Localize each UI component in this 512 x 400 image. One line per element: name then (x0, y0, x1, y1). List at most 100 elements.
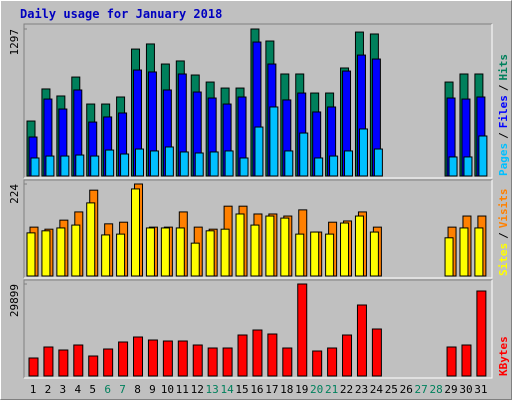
bar (56, 227, 66, 277)
bar (342, 334, 353, 377)
bar (269, 106, 279, 177)
bar (371, 328, 382, 377)
bar (41, 230, 51, 277)
bar (356, 304, 367, 377)
bar (254, 126, 264, 177)
bar (58, 349, 69, 377)
bar (205, 230, 215, 277)
x-tick-label: 6 (104, 383, 111, 396)
bar (147, 339, 158, 377)
x-tick-label: 20 (310, 383, 323, 396)
bar (131, 188, 141, 277)
bar (120, 153, 130, 177)
x-tick-label: 19 (295, 383, 308, 396)
bar (175, 227, 185, 277)
bar (164, 146, 174, 177)
legend-entry: Sites (497, 243, 510, 276)
bar (448, 156, 458, 177)
panel-frame (23, 179, 492, 278)
bar (446, 346, 457, 377)
x-tick-label: 9 (149, 383, 156, 396)
x-tick-label: 31 (474, 383, 487, 396)
bar (461, 344, 472, 377)
bar (103, 348, 114, 377)
x-tick-label: 15 (235, 383, 248, 396)
bar (325, 233, 335, 277)
bar (118, 341, 129, 377)
legend: KBytes (497, 336, 510, 376)
x-tick-label: 12 (191, 383, 204, 396)
bar (235, 213, 245, 277)
bar (358, 128, 368, 177)
bar (373, 148, 383, 177)
bar (190, 242, 200, 277)
bar (463, 156, 473, 177)
bar (250, 224, 260, 277)
bar (26, 232, 36, 277)
bar (135, 148, 145, 177)
bar (160, 227, 170, 277)
bar (476, 290, 487, 377)
legend-separator: / (497, 84, 510, 91)
bar (73, 344, 84, 377)
x-tick-label: 5 (89, 383, 96, 396)
legend-entry: Hits (497, 54, 510, 81)
bar (354, 215, 364, 277)
bar (478, 135, 488, 177)
bar (284, 150, 294, 177)
bar (88, 355, 99, 377)
bar (312, 350, 323, 377)
x-tick-label: 1 (30, 383, 37, 396)
legend-entry: KBytes (497, 336, 510, 376)
bar (459, 227, 469, 277)
bar (224, 150, 234, 177)
bar (162, 340, 173, 377)
bar (192, 344, 203, 377)
bar (86, 202, 96, 277)
bar (45, 155, 55, 177)
x-tick-label: 25 (385, 383, 398, 396)
x-tick-label: 21 (325, 383, 338, 396)
x-tick-label: 13 (206, 383, 219, 396)
x-tick-label: 28 (429, 383, 442, 396)
x-tick-label: 10 (161, 383, 174, 396)
bar (329, 155, 339, 177)
bar (267, 333, 278, 377)
bar (314, 157, 324, 177)
x-tick-label: 22 (340, 383, 353, 396)
bar (60, 155, 70, 177)
bar (282, 347, 293, 377)
bar (474, 227, 484, 277)
bar (116, 233, 126, 277)
bar (177, 340, 188, 377)
y-tick-label: 29899 (8, 284, 21, 317)
y-tick-label: 1297 (8, 29, 21, 56)
bar (75, 154, 85, 177)
bar (327, 347, 338, 377)
bar (239, 157, 249, 177)
x-tick-label: 4 (74, 383, 81, 396)
bar (344, 150, 354, 177)
legend-entry: Pages (497, 143, 510, 176)
x-tick-label: 27 (415, 383, 428, 396)
legend-entry: Visits (497, 189, 510, 229)
panel-frame (24, 280, 493, 379)
x-tick-label: 8 (134, 383, 141, 396)
bar (252, 329, 263, 377)
x-tick-label: 2 (45, 383, 52, 396)
chart-title: Daily usage for January 2018 (20, 7, 222, 21)
x-tick-label: 17 (265, 383, 278, 396)
bar (194, 152, 204, 177)
x-tick-label: 23 (355, 383, 368, 396)
x-tick-label: 30 (459, 383, 472, 396)
x-tick-label: 16 (250, 383, 263, 396)
y-tick-label: 224 (8, 184, 21, 204)
bar (179, 151, 189, 177)
x-tick-label: 3 (60, 383, 67, 396)
bar (105, 149, 115, 177)
panel-frame (23, 279, 492, 378)
x-tick-label: 18 (280, 383, 293, 396)
bar (71, 224, 81, 277)
bar (43, 346, 54, 377)
bar (133, 336, 144, 377)
